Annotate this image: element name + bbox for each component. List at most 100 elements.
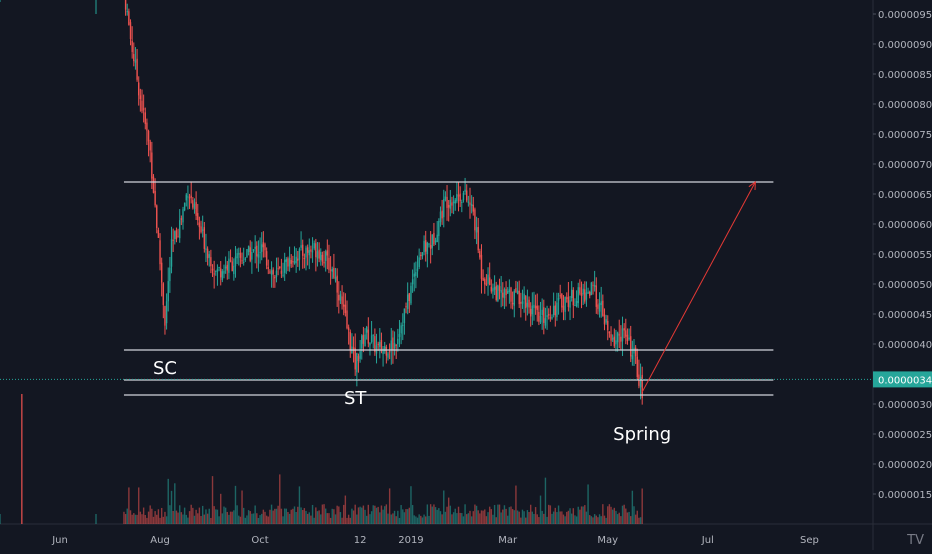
volume-bar [280,508,283,524]
volume-bar [362,505,365,524]
candle-body [272,269,274,275]
candle-body [639,376,642,388]
candle-body [165,301,168,324]
volume-bar [254,505,256,524]
volume-bar [595,515,597,524]
current-price-label: 0.00000341 [878,375,932,386]
candle-body [357,356,360,362]
volume-bar [285,508,288,524]
volume-bar [434,507,437,524]
candle-body [474,209,476,231]
volume-bar [320,514,322,524]
volume-bar [328,513,330,524]
candle-body [447,205,450,208]
candle-body [346,310,348,329]
volume-bar [382,509,384,524]
candle-body [334,277,337,281]
volume-bar [185,514,187,524]
x-tick-label: 2019 [398,535,423,546]
candle-body [454,199,456,204]
candle-body [138,82,140,96]
volume-bar [261,513,263,524]
candle-body [265,251,268,266]
candle-body [393,342,396,349]
candle-body [616,332,619,343]
candle-body [221,271,224,280]
candle-body [469,202,471,205]
candle-body [203,227,206,249]
candle-body [405,306,407,308]
volume-bar [146,517,148,524]
candle-body [285,259,288,262]
candle-body [187,196,189,198]
volume-bar [190,504,192,524]
candle-body [413,273,415,277]
candle-body [556,302,558,318]
volume-bar [201,505,204,524]
volume-bar [234,485,237,524]
candle-body [164,306,166,326]
volume-bar [223,506,225,524]
projection-arrow-head [748,180,756,191]
candle-body [287,258,289,267]
candle-body [626,334,629,342]
candle-body [561,293,563,308]
volume-bar [374,505,376,524]
volume-bar [436,509,438,524]
volume-bar [147,511,150,524]
candle-body [303,258,306,260]
volume-bar [597,517,599,524]
volume-bar [439,511,442,524]
candle-body [628,337,630,340]
candle-body [124,0,127,10]
tradingview-logo[interactable]: TV [907,533,924,548]
candle-body [192,200,194,208]
volume-bar [548,504,550,524]
candle-body [431,234,433,248]
candle-body [388,351,391,353]
candle-body [633,347,635,354]
candle-body [377,343,379,346]
candle-body [147,131,150,142]
volume-bar [607,506,609,524]
candle-body [247,245,250,252]
candle-body [242,261,245,263]
volume-bar [142,507,145,524]
candle-body [197,213,199,221]
volume-bar [329,517,332,524]
volume-bar [361,507,363,524]
volume-bar [474,504,476,524]
candle-body [392,337,394,350]
candle-body [548,313,550,316]
candle-body [190,195,192,198]
candle-body [293,260,296,264]
candle-body [549,317,552,319]
candle-body [372,334,374,336]
volume-bar [416,517,419,524]
candle-body [252,249,255,251]
candle-body [367,329,370,344]
volume-bar [511,509,514,524]
candle-body [436,234,438,243]
volume-bar [447,497,450,524]
candle-body [177,236,179,238]
volume-bar [164,511,166,524]
candle-body [300,245,302,248]
candle-body [605,319,607,323]
volume-bar [613,507,616,524]
candle-body [182,209,184,223]
candle-body [507,291,509,294]
volume-bar [498,504,501,524]
volume-bar [598,514,601,524]
candle-body [538,311,540,322]
volume-bar [495,517,497,524]
volume-bar [193,515,196,524]
volume-bar [620,516,622,524]
volume-bar [572,508,575,524]
candle-body [488,277,491,285]
candle-body [452,201,455,204]
